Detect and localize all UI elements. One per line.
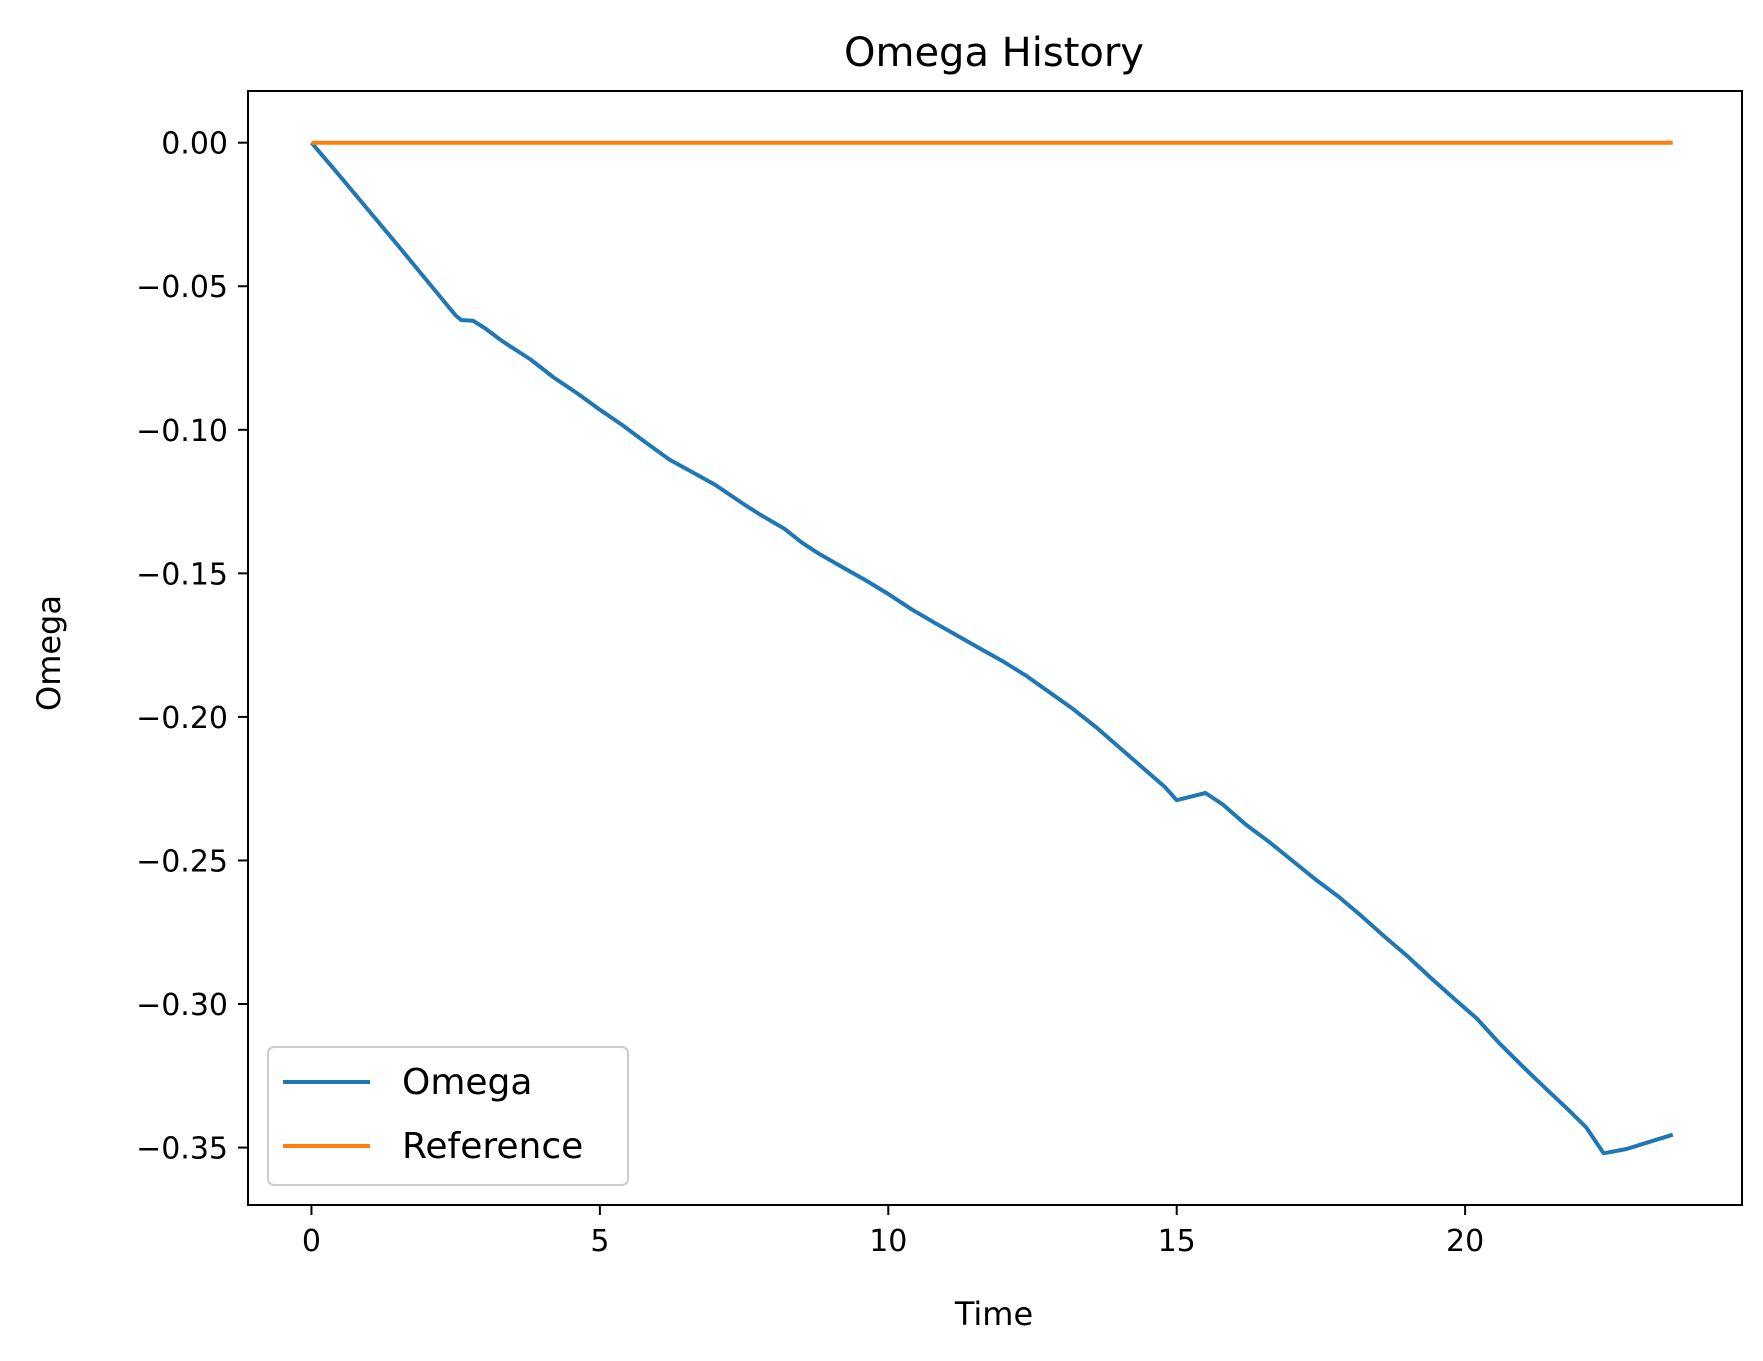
y-tick-label: −0.10: [136, 414, 228, 449]
series-line-omega: [309, 141, 1674, 1156]
y-tick-label: −0.25: [136, 844, 228, 879]
x-tick-label: 20: [1446, 1224, 1484, 1259]
y-axis-label: Omega: [30, 595, 68, 711]
y-tick-label: −0.20: [136, 701, 228, 736]
legend-label-reference: Reference: [402, 1126, 583, 1167]
y-tick-label: −0.35: [136, 1132, 228, 1167]
y-tick-label: −0.15: [136, 557, 228, 592]
legend: Omega Reference: [267, 1046, 629, 1186]
series-layer: [309, 140, 1674, 1156]
x-axis-ticks: 0 5 10 15 20: [302, 1205, 1484, 1259]
x-tick-label: 5: [590, 1224, 609, 1259]
legend-label-omega: Omega: [402, 1062, 532, 1103]
y-tick-label: 0.00: [161, 127, 228, 162]
y-tick-label: −0.30: [136, 988, 228, 1023]
plot-area: [248, 91, 1742, 1205]
x-tick-label: 10: [869, 1224, 907, 1259]
y-tick-label: −0.05: [136, 270, 228, 305]
y-axis-ticks: 0.00 −0.05 −0.10 −0.15 −0.20 −0.25 −0.30 −0.35: [136, 127, 248, 1167]
chart-title: Omega History: [844, 30, 1144, 76]
x-axis-label: Time: [954, 1295, 1033, 1333]
x-tick-label: 0: [302, 1224, 321, 1259]
x-tick-label: 15: [1158, 1224, 1196, 1259]
plot-frame: [247, 90, 1743, 1206]
